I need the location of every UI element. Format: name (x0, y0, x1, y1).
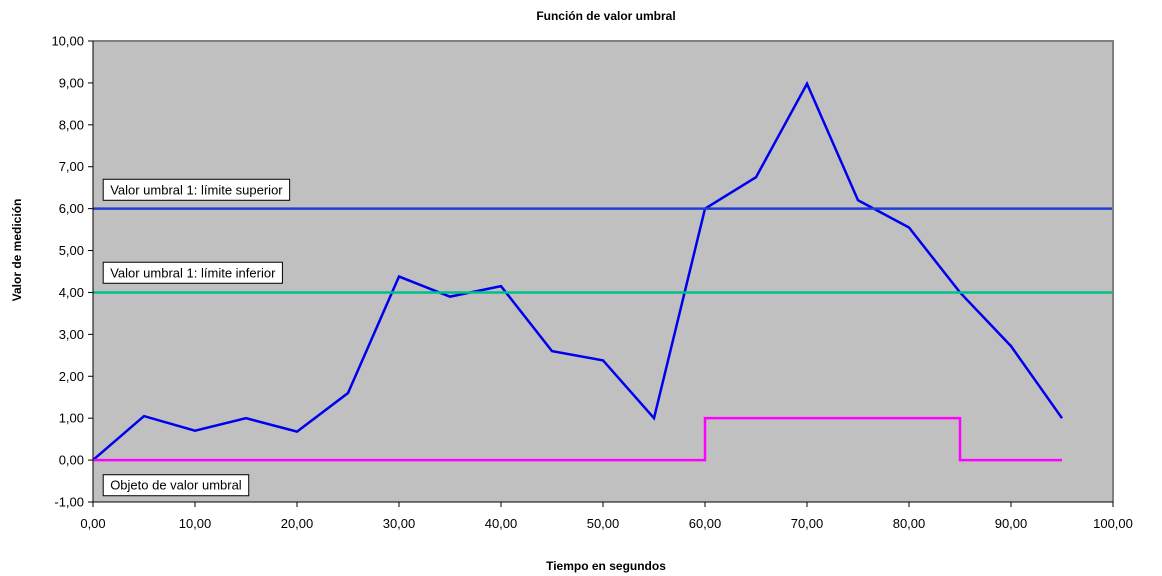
lower-limit-label: Valor umbral 1: límite inferior (102, 261, 283, 284)
x-tick-label: 70,00 (791, 516, 824, 531)
y-tick-label: 10,00 (51, 34, 84, 49)
y-tick-label: 9,00 (59, 75, 84, 90)
y-tick-label: 5,00 (59, 243, 84, 258)
plot-frame (93, 40, 1114, 502)
upper-limit-label: Valor umbral 1: límite superior (102, 178, 291, 201)
y-tick-label: 2,00 (59, 369, 84, 384)
chart-title: Función de valor umbral (536, 9, 675, 23)
annotation-text: Valor umbral 1: límite superior (110, 182, 283, 197)
x-tick-label: 20,00 (281, 516, 314, 531)
annotation-text: Objeto de valor umbral (110, 478, 242, 493)
x-tick-label: 90,00 (995, 516, 1028, 531)
y-tick-label: -1,00 (54, 495, 84, 510)
y-tick-label: 0,00 (59, 453, 84, 468)
x-tick-label: 60,00 (689, 516, 722, 531)
x-tick-label: 80,00 (893, 516, 926, 531)
x-tick-label: 30,00 (383, 516, 416, 531)
threshold-object-label: Objeto de valor umbral (102, 474, 250, 497)
x-tick-label: 100,00 (1093, 516, 1133, 531)
series-layer (92, 80, 1113, 462)
y-tick-label: 3,00 (59, 327, 84, 342)
y-tick-label: 8,00 (59, 117, 84, 132)
annotation-box (102, 261, 283, 284)
y-axis-ticks: -1,00 0,00 1,00 2,00 3,00 4,00 5,00 6,00 7,00 8,0… (51, 34, 93, 510)
x-tick-label: 10,00 (179, 516, 212, 531)
annotation-box (102, 178, 291, 201)
measurement-series-line (92, 80, 1064, 462)
y-tick-label: 4,00 (59, 285, 84, 300)
threshold-object-line (93, 416, 1062, 462)
y-tick-label: 6,00 (59, 201, 84, 216)
annotation-box (102, 474, 250, 497)
x-tick-label: 40,00 (485, 516, 518, 531)
y-tick-label: 1,00 (59, 411, 84, 426)
annotation-text: Valor umbral 1: límite inferior (110, 265, 276, 280)
annotation-layer: Valor umbral 1: límite superior Valor umb… (102, 178, 291, 497)
y-axis-title: Valor de medición (10, 199, 24, 302)
y-tick-label: 7,00 (59, 159, 84, 174)
x-tick-label: 0,00 (80, 516, 105, 531)
x-axis-title: Tiempo en segundos (546, 559, 666, 573)
x-axis-ticks: 0,00 10,00 20,00 30,00 40,00 50,00 60,00 70,00 8… (80, 502, 1133, 531)
x-tick-label: 50,00 (587, 516, 620, 531)
